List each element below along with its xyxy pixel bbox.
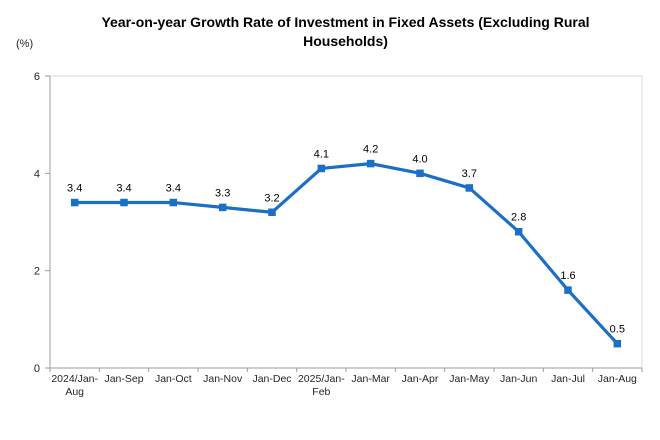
data-line: [73, 162, 619, 346]
data-point-marker: [120, 198, 128, 207]
data-point-label: 0.5: [610, 324, 625, 336]
data-point-marker: [564, 286, 572, 294]
x-axis-label: Jan-Nov: [203, 373, 243, 385]
data-point-marker: [268, 208, 276, 217]
data-point-marker: [416, 169, 424, 178]
y-axis-unit-label: (%): [16, 38, 34, 50]
y-tick-label: 6: [34, 71, 40, 83]
x-axis-label: Jan-Jun: [500, 373, 538, 385]
data-point-label: 4.1: [314, 148, 329, 160]
data-point-marker: [317, 164, 326, 173]
data-point-marker: [514, 227, 523, 236]
data-point-label: 3.4: [67, 183, 82, 195]
x-axis-label: Jan-Apr: [402, 373, 439, 385]
data-point-label: 3.3: [215, 187, 230, 199]
x-axis-label: 2025/Jan-Feb: [298, 373, 345, 398]
x-axis-label: Jan-Mar: [351, 373, 390, 385]
data-point-label: 4.2: [363, 144, 378, 156]
y-tick-label: 0: [34, 363, 40, 375]
data-point-marker: [70, 198, 79, 207]
data-point-label: 4.0: [412, 153, 427, 165]
data-point-label: 2.8: [511, 212, 526, 224]
data-point-marker: [465, 184, 474, 192]
data-point-marker: [218, 203, 227, 212]
data-point-marker: [169, 198, 178, 207]
y-tick-label: 2: [34, 266, 40, 278]
x-axis-label: Jan-Oct: [155, 373, 192, 385]
y-tick-label: 4: [34, 168, 40, 180]
x-axis-label: Jan-May: [449, 373, 490, 385]
x-axis-label: Jan-Sep: [104, 373, 143, 385]
data-point-marker: [613, 339, 622, 348]
data-point-label: 3.4: [166, 183, 181, 195]
chart-title: Year-on-year Growth Rate of Investment i…: [101, 14, 590, 49]
x-axis-label: Jan-Jul: [551, 373, 585, 385]
data-point-marker: [366, 159, 375, 168]
data-point-label: 3.4: [116, 183, 131, 195]
data-point-label: 1.6: [560, 270, 575, 282]
x-axis-label: Jan-Dec: [252, 373, 291, 385]
x-axis-label: 2024/Jan-Aug: [51, 373, 98, 398]
data-point-label: 3.2: [264, 192, 279, 204]
x-axis-label: Jan-Aug: [598, 373, 637, 385]
data-point-label: 3.7: [462, 168, 477, 180]
